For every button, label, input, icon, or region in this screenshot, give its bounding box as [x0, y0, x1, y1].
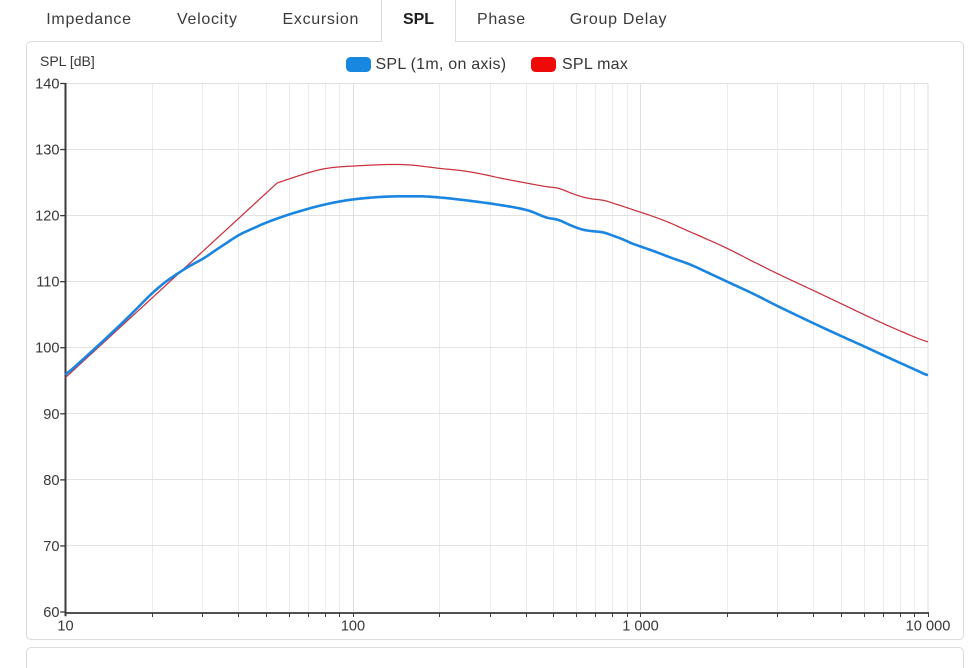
svg-text:SPL [dB]: SPL [dB] — [40, 53, 95, 69]
svg-text:80: 80 — [43, 473, 59, 489]
svg-text:110: 110 — [36, 275, 59, 291]
svg-text:70: 70 — [43, 539, 59, 555]
svg-text:90: 90 — [43, 407, 59, 423]
svg-text:130: 130 — [35, 143, 59, 159]
svg-text:1 000: 1 000 — [622, 619, 659, 635]
svg-text:10 000: 10 000 — [906, 619, 951, 635]
svg-text:100: 100 — [35, 341, 59, 357]
svg-text:120: 120 — [35, 209, 59, 225]
svg-text:140: 140 — [35, 77, 59, 93]
svg-text:10: 10 — [57, 619, 73, 635]
svg-text:100: 100 — [341, 619, 365, 635]
svg-text:60: 60 — [43, 605, 59, 621]
